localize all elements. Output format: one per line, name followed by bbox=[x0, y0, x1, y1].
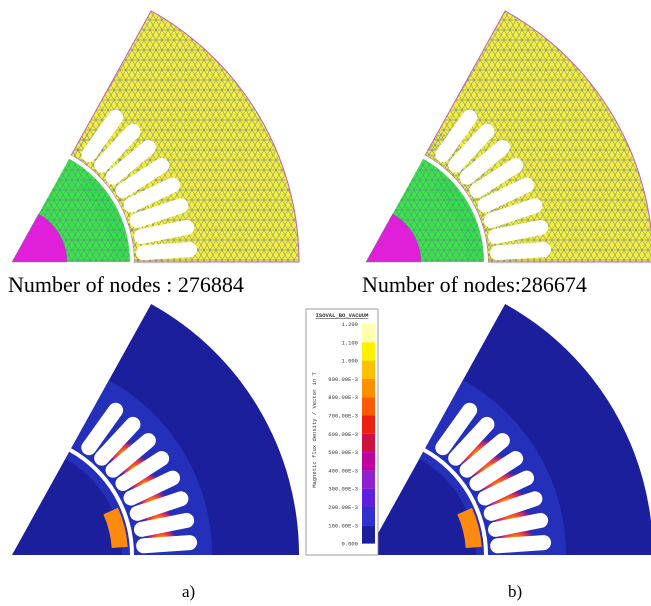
colorbar-label: 600.00E-3 bbox=[328, 431, 358, 438]
colorbar-label: 200.00E-3 bbox=[328, 504, 358, 511]
colorbar-label: 100.00E-3 bbox=[328, 522, 358, 529]
slot bbox=[144, 543, 190, 546]
mesh-panel bbox=[366, 11, 651, 262]
slot bbox=[144, 250, 190, 253]
figure: Number of nodes : 276884 Number of nodes… bbox=[0, 0, 651, 606]
colorbar-swatch bbox=[362, 507, 375, 525]
slot bbox=[141, 520, 186, 529]
colorbar-swatch bbox=[362, 416, 375, 434]
colorbar-swatch bbox=[362, 361, 375, 379]
colorbar-swatch bbox=[362, 470, 375, 488]
slot bbox=[141, 227, 186, 236]
panel-label: a) bbox=[182, 582, 195, 601]
colorbar-label: 400.00E-3 bbox=[328, 467, 358, 474]
mesh-panel bbox=[12, 11, 299, 262]
slot bbox=[495, 520, 540, 529]
colorbar-swatch bbox=[362, 452, 375, 470]
caption: Number of nodes:286674 bbox=[362, 272, 587, 297]
colorbar-swatch bbox=[362, 324, 375, 342]
flux-panel bbox=[366, 304, 651, 555]
colorbar-label: 1.000 bbox=[341, 358, 358, 365]
colorbar-label: 1.100 bbox=[341, 339, 358, 346]
colorbar-label: 300.00E-3 bbox=[328, 486, 358, 493]
colorbar: ISOVAL_BO_VACUUM Magnetic flux density /… bbox=[306, 309, 378, 555]
colorbar-label: 1.200 bbox=[341, 321, 358, 328]
colorbar-swatch bbox=[362, 397, 375, 415]
colorbar-label: 0.000 bbox=[341, 541, 358, 548]
colorbar-swatch bbox=[362, 525, 375, 543]
colorbar-title: ISOVAL_BO_VACUUM bbox=[316, 312, 370, 319]
colorbar-swatch bbox=[362, 379, 375, 397]
colorbar-label: 800.00E-3 bbox=[328, 394, 358, 401]
slot bbox=[495, 227, 540, 236]
colorbar-swatch bbox=[362, 342, 375, 360]
panel-label: b) bbox=[508, 582, 522, 601]
slot bbox=[498, 250, 544, 253]
flux-panel bbox=[12, 304, 299, 555]
colorbar-axis-label: Magnetic flux density / Vector in T bbox=[311, 372, 318, 488]
colorbar-label: 700.00E-3 bbox=[328, 413, 358, 420]
colorbar-label: 900.00E-3 bbox=[328, 376, 358, 383]
colorbar-label: 500.00E-3 bbox=[328, 449, 358, 456]
caption: Number of nodes : 276884 bbox=[8, 272, 244, 297]
colorbar-swatch bbox=[362, 434, 375, 452]
colorbar-swatch bbox=[362, 489, 375, 507]
slot bbox=[498, 543, 544, 546]
